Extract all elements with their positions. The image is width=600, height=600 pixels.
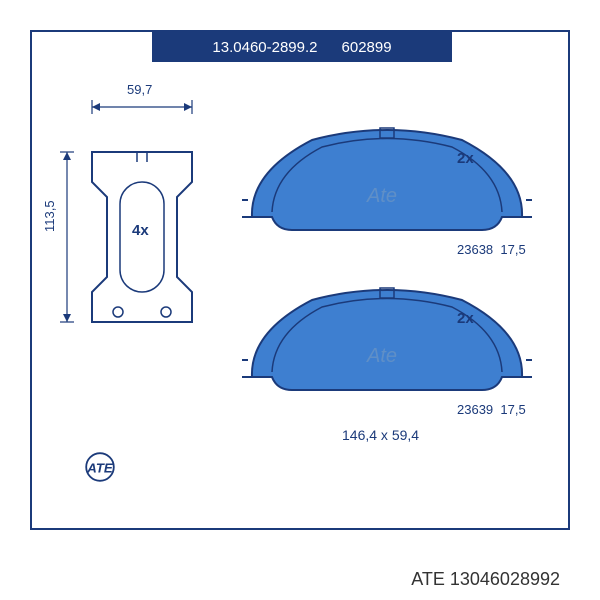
carrier-width-label: 59,7	[127, 82, 152, 97]
pad-upper-code: 23638 17,5	[457, 242, 526, 257]
pad-size-label: 146,4 x 59,4	[342, 427, 419, 443]
ate-logo: ATE	[70, 452, 130, 482]
pad-lower-partcode: 23639	[457, 402, 493, 417]
pad-upper-drawing: Ate	[242, 122, 532, 240]
carrier-height-dim	[52, 132, 82, 342]
footer-sku-number: 13046028992	[450, 569, 560, 589]
carrier-height-label: 113,5	[42, 200, 57, 232]
header-part-2: 602899	[342, 39, 392, 56]
pad-upper-count: 2x	[457, 150, 474, 167]
footer-sku: ATE 13046028992	[0, 569, 600, 590]
diagram-frame: 13.0460-2899.2 602899 4x 59,7 113,5	[30, 30, 570, 530]
pad-lower-thickness: 17,5	[500, 402, 525, 417]
pad-upper-partcode: 23638	[457, 242, 493, 257]
pad-upper-thickness: 17,5	[500, 242, 525, 257]
svg-text:ATE: ATE	[86, 460, 114, 475]
pad-lower-count: 2x	[457, 310, 474, 327]
header-part-1: 13.0460-2899.2	[212, 39, 317, 56]
pad-lower-drawing: Ate	[242, 282, 532, 400]
pad-lower-code: 23639 17,5	[457, 402, 526, 417]
carrier-count-label: 4x	[132, 222, 149, 239]
svg-text:Ate: Ate	[366, 345, 397, 367]
svg-text:Ate: Ate	[366, 185, 397, 207]
header-bar: 13.0460-2899.2 602899	[152, 32, 452, 62]
footer-brand: ATE	[411, 569, 445, 589]
